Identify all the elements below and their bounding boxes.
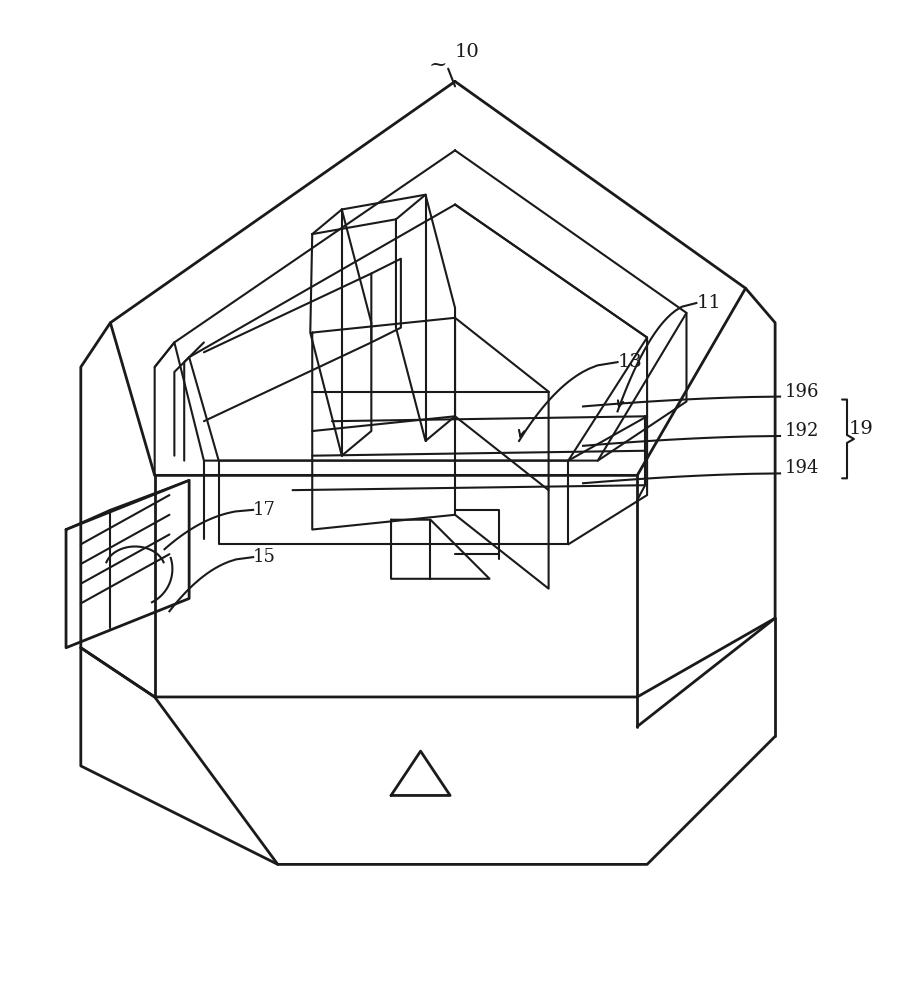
Text: 11: 11 [696, 294, 721, 312]
Text: 10: 10 [455, 43, 480, 61]
Text: 192: 192 [785, 422, 819, 440]
Text: 19: 19 [849, 420, 874, 438]
Text: 13: 13 [617, 353, 642, 371]
Text: 194: 194 [785, 459, 819, 477]
Text: 17: 17 [253, 501, 276, 519]
Text: 196: 196 [785, 383, 820, 401]
Text: 15: 15 [253, 548, 276, 566]
Text: ~: ~ [429, 54, 447, 76]
